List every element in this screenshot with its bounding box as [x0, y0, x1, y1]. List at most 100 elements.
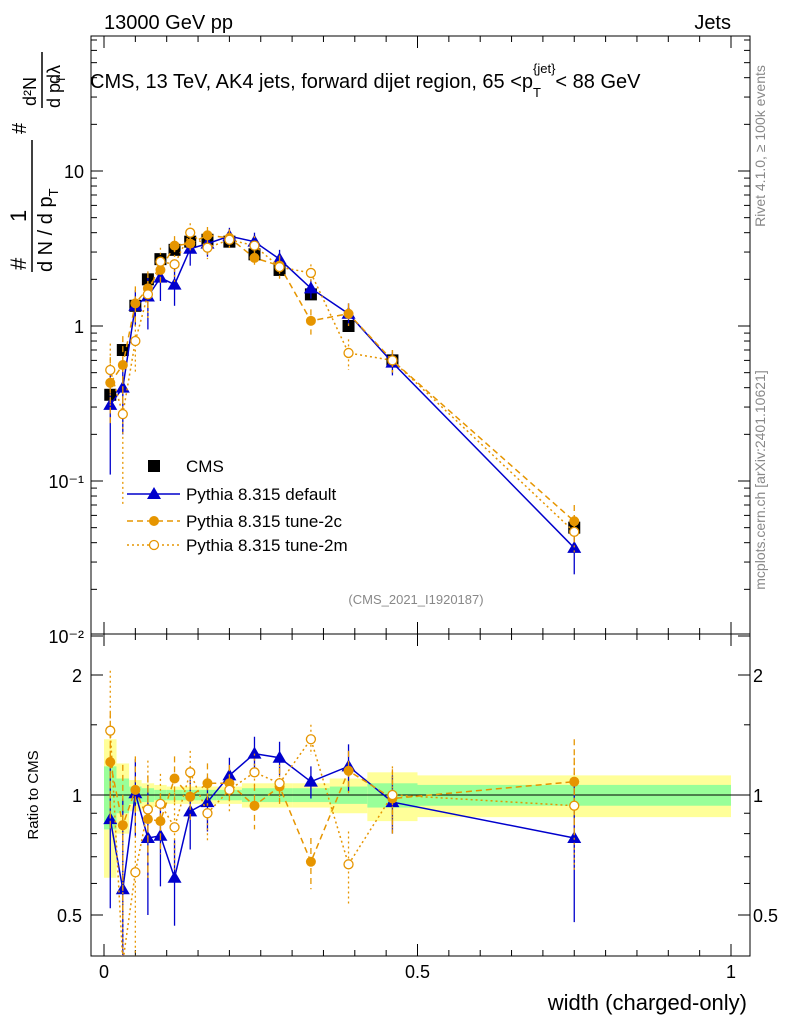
lower-y-tick-label-right: 2: [753, 666, 763, 686]
svg-text:d pT: d pT: [44, 75, 68, 108]
svg-text:#: #: [6, 257, 31, 270]
rivet-version-label: Rivet 4.1.0, ≥ 100k events: [752, 65, 768, 227]
tune2m-ratio-point: [343, 859, 354, 870]
legend-label-default: Pythia 8.315 default: [186, 485, 337, 504]
tune2c-ratio-point: [117, 820, 128, 831]
legend: CMS Pythia 8.315 default Pythia 8.315 tu…: [127, 457, 348, 555]
tune2m-point: [202, 242, 213, 253]
legend-label-tune2m: Pythia 8.315 tune-2m: [186, 536, 348, 555]
tune2m-ratio-point: [185, 767, 196, 778]
svg-text:1: 1: [6, 210, 31, 222]
tune2m-ratio-point: [224, 784, 235, 796]
x-axis-label: width (charged-only): [547, 990, 747, 1015]
analysis-watermark: (CMS_2021_I1920187): [348, 592, 483, 607]
ratio-series-group: [103, 670, 582, 967]
lower-y-tick-label-right: 0.5: [753, 906, 778, 926]
tune2c-ratio-point: [142, 814, 153, 825]
tune2c-line: [109, 234, 575, 522]
legend-marker-tune2c: [149, 516, 159, 526]
default-line: [109, 235, 575, 549]
default-ratio-point: [567, 831, 582, 844]
tune2c-ratio-point: [202, 778, 213, 789]
default-ratio-point: [272, 750, 287, 763]
tune2m-line: [109, 231, 575, 533]
tune2c-ratio-point: [343, 765, 354, 776]
svg-text:d N / d pT: d N / d pT: [35, 188, 61, 272]
upper-y-tick-label: 10⁻²: [48, 627, 84, 647]
tune2m-ratio-point: [155, 798, 166, 810]
tune2c-ratio-point: [249, 800, 260, 811]
tune2m-point: [142, 289, 154, 300]
tune2m-point: [569, 526, 580, 537]
header-jets-label: Jets: [694, 12, 731, 34]
upper-y-tick-label: 1: [74, 317, 84, 337]
tune2m-point: [387, 355, 398, 366]
tune2m-ratio-point: [305, 734, 317, 745]
default-ratio-point: [183, 804, 198, 817]
default-point: [153, 270, 168, 283]
tune2c-point: [155, 264, 166, 275]
tune2c-point: [117, 360, 128, 371]
svg-text:#: #: [9, 122, 31, 134]
lower-y-tick-label-left: 1: [72, 786, 82, 806]
tune2m-point: [185, 227, 196, 238]
tune2c-ratio-point: [155, 816, 166, 827]
tune2m-point: [224, 234, 235, 245]
legend-marker-cms: [148, 460, 160, 472]
legend-label-cms: CMS: [186, 457, 224, 476]
default-ratio-point: [303, 774, 318, 787]
tune2m-ratio-point: [274, 778, 285, 789]
tune2m-ratio-point: [387, 789, 398, 801]
svg-text:dλ: dλ: [44, 65, 64, 84]
x-tick-label: 0: [99, 962, 109, 982]
tune2c-ratio-point: [569, 776, 580, 787]
tune2c-ratio-point: [130, 784, 141, 795]
tune2m-point: [274, 261, 285, 273]
tune2m-ratio-point: [169, 822, 180, 833]
tune2c-point: [169, 240, 180, 251]
default-ratio-line: [109, 752, 575, 890]
legend-marker-tune2m: [148, 539, 160, 551]
tune2m-point: [169, 259, 180, 270]
legend-marker-default: [147, 487, 161, 499]
mcplots-label: mcplots.cern.ch [arXiv:2401.10621]: [752, 370, 768, 589]
tune2m-ratio-point: [118, 958, 127, 967]
tune2m-point: [343, 347, 354, 359]
chart-title: CMS, 13 TeV, AK4 jets, forward dijet reg…: [90, 61, 641, 100]
lower-y-axis-label: Ratio to CMS: [25, 750, 42, 839]
upper-y-tick-label: 10: [64, 162, 84, 182]
lower-y-tick-label-right: 1: [753, 786, 763, 806]
tune2c-point: [249, 252, 260, 263]
tune2m-point: [249, 240, 260, 251]
x-tick-label: 1: [726, 962, 736, 982]
header-energy-label: 13000 GeV pp: [104, 12, 233, 34]
default-point: [303, 281, 318, 294]
upper-y-axis-label: # 1 d N / d pT # d²N d pT dλ: [6, 52, 68, 272]
tune2m-ratio-line: [109, 730, 575, 956]
tune2m-ratio-point: [569, 800, 580, 811]
tune2c-point: [343, 308, 354, 319]
tune2m-ratio-point: [202, 808, 213, 819]
upper-y-tick-label: 10⁻¹: [48, 472, 84, 492]
lower-y-tick-label-left: 0.5: [57, 906, 82, 926]
legend-label-tune2c: Pythia 8.315 tune-2c: [186, 512, 342, 531]
x-tick-label: 0.5: [405, 962, 430, 982]
upper-series-group: [103, 223, 582, 575]
tune2m-ratio-point: [130, 867, 141, 878]
tune2m-point: [155, 256, 166, 267]
default-point: [167, 277, 182, 290]
tune2m-point: [305, 267, 317, 279]
tune2c-ratio-line: [109, 761, 575, 864]
tune2m-point: [105, 364, 116, 376]
tune2c-ratio-point: [169, 773, 180, 784]
axis-ticks: 0 0.5 1 10⁻² 10⁻¹ 1 10 0.5 0.5 1 1 2 2: [48, 36, 778, 982]
ratio-uncertainty-bands: [104, 739, 731, 878]
tune2m-point: [117, 408, 128, 420]
tune2c-point: [202, 230, 213, 241]
tune2m-ratio-point: [105, 725, 116, 736]
tune2m-point: [130, 335, 141, 347]
svg-text:d²N: d²N: [20, 77, 40, 106]
default-ratio-point: [247, 746, 262, 759]
default-ratio-point: [167, 870, 182, 883]
